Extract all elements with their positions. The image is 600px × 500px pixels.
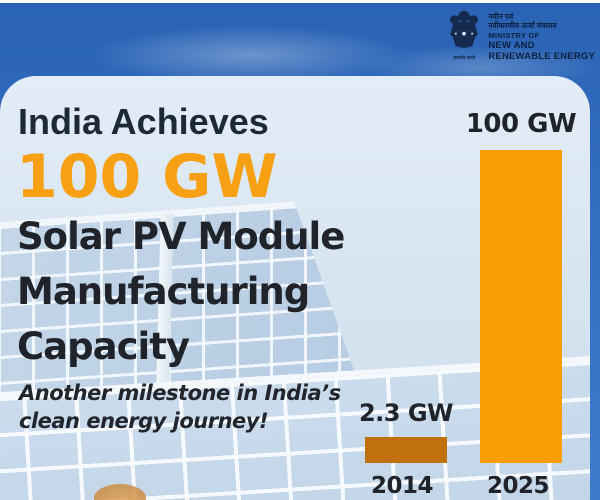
top-border [0,0,600,3]
lion-capital-icon [450,10,479,48]
tagline-line-1: Another milestone in India’s [19,381,341,405]
tagline: Another milestone in India’s clean energ… [19,379,341,435]
headline-line-1: Solar PV Module [17,215,345,258]
ministry-name: नवीन एवं नवीकरणीय ऊर्जा मंत्रालय MINISTR… [488,9,595,62]
intro-text: India Achieves [18,101,269,142]
ministry-logo-block: सत्यमेव जयते नवीन एवं नवीकरणीय ऊर्जा मंत… [445,9,595,62]
emblem-motto: सत्यमेव जयते [453,55,476,60]
axis-label-2014: 2014 [370,473,434,499]
axis-label-2025: 2025 [486,473,550,499]
headline-line-2: Manufacturing [17,270,310,313]
tagline-line-2: clean energy journey! [19,409,269,433]
headline-line-3: Capacity [17,325,190,368]
headline: Solar PV Module Manufacturing Capacity [17,209,345,374]
ministry-name-en-line2: NEW AND [488,40,535,51]
ministry-name-hindi-line1: नवीन एवं [488,12,514,21]
bar-2025 [480,150,562,463]
ministry-name-hindi-line2: नवीकरणीय ऊर्जा मंत्रालय [488,21,557,30]
state-emblem-of-india-icon: सत्यमेव जयते [445,9,483,60]
ministry-name-en-line3: RENEWABLE ENERGY [488,50,595,62]
bar-value-label-2025: 100 GW [465,109,577,139]
ministry-name-en-line1: MINISTRY OF [488,31,540,40]
bar-value-label-2014: 2.3 GW [358,399,454,427]
bar-2014 [365,437,447,463]
bar-chart [340,150,590,463]
highlight-100gw-text: 100 GW [16,142,278,212]
infographic-card: India Achieves 100 GW Solar PV Module Ma… [0,76,590,500]
worker-helmet [94,484,146,500]
